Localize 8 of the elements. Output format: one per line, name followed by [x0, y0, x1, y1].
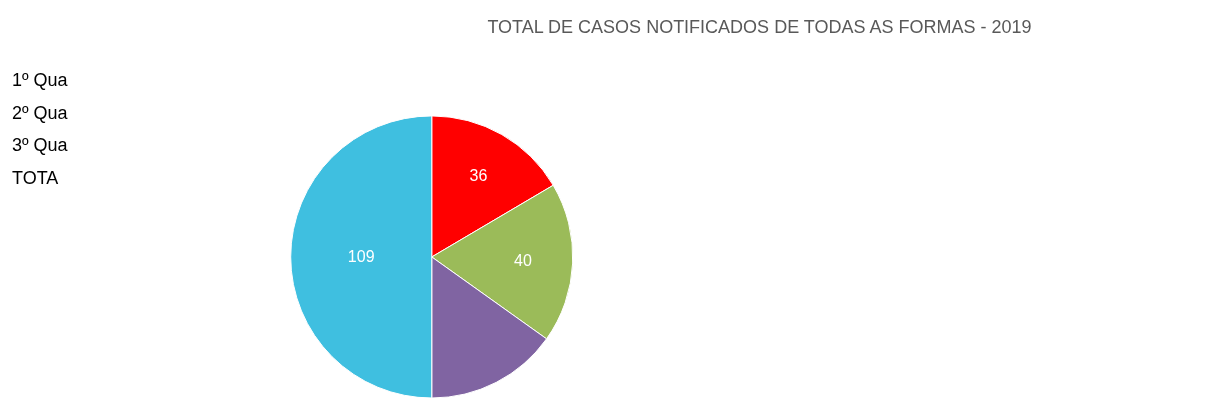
text: 3º Qua [12, 135, 69, 155]
text: TOTA [12, 168, 59, 188]
data-label: 109 [347, 248, 375, 266]
text: 1º Qua [12, 70, 69, 90]
data-label: 36 [469, 166, 488, 184]
data-label: 40 [514, 252, 532, 270]
text: 2º Qua [12, 103, 69, 123]
text: TOTAL DE CASOS NOTIFICADOS DE TODAS AS FORMAS - 2019 [487, 17, 1032, 37]
